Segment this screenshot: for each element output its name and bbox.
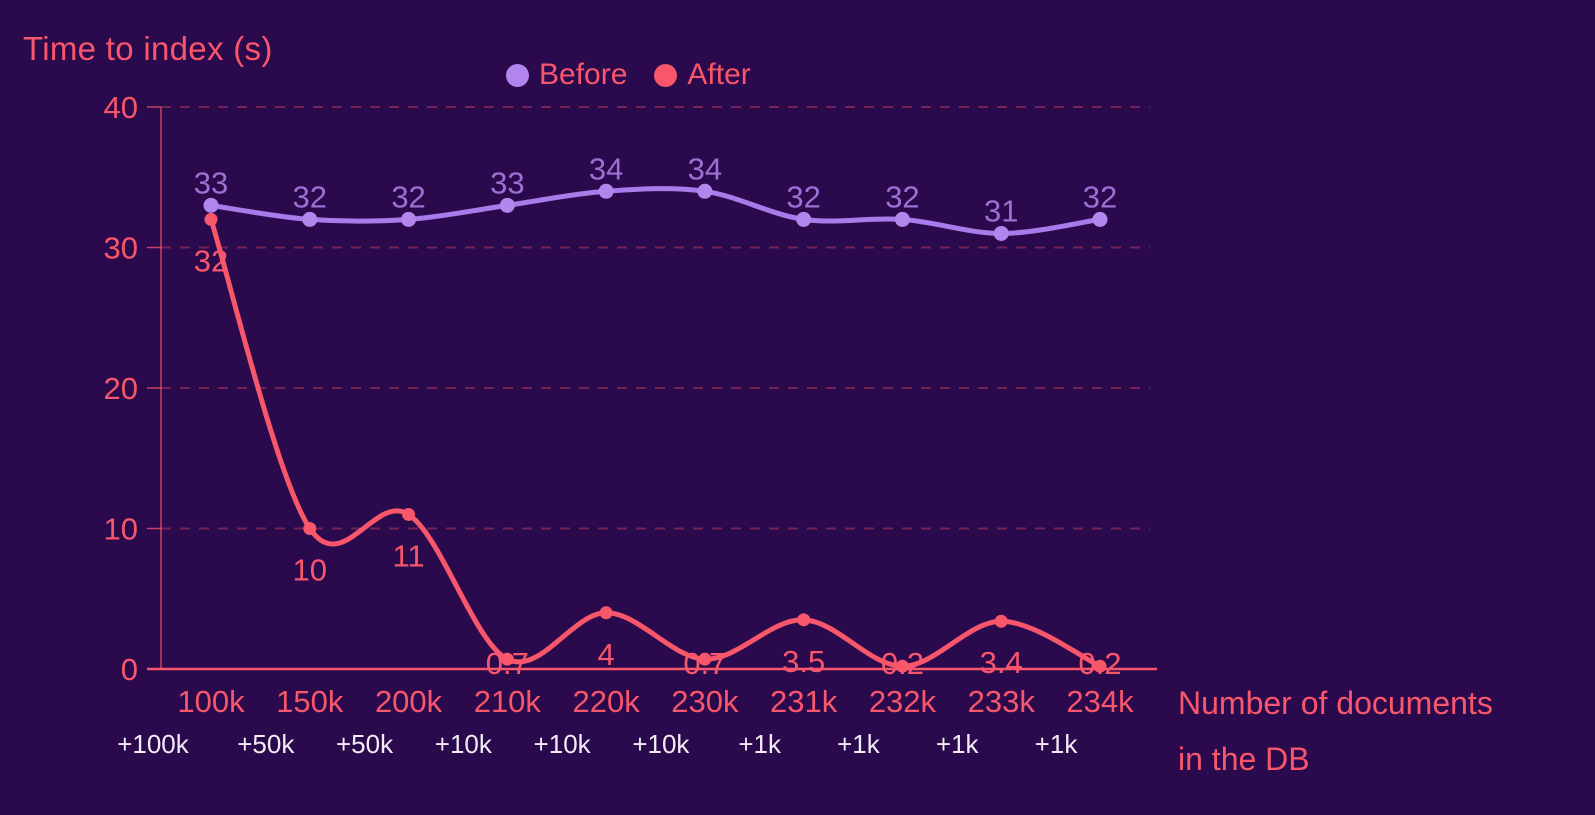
legend-dot-after-icon [654, 63, 678, 87]
data-label-after: 0.2 [881, 646, 924, 681]
data-point-before [302, 211, 318, 227]
data-label-after: 0.7 [486, 646, 529, 681]
data-point-before [598, 183, 614, 199]
data-point-after [204, 212, 218, 226]
data-label-before: 32 [786, 179, 820, 214]
data-point-before [796, 211, 812, 227]
data-point-after [797, 613, 811, 627]
data-label-after: 0.7 [683, 646, 726, 681]
series-line-after [208, 216, 1103, 669]
data-point-after [895, 659, 909, 673]
data-point-before [894, 211, 910, 227]
data-label-before: 32 [885, 179, 919, 214]
y-tick-label: 30 [104, 231, 138, 266]
y-tick-label: 40 [104, 90, 138, 125]
y-tick-label: 20 [104, 371, 138, 406]
x-increment-label: +1k [837, 729, 881, 759]
data-label-after: 32 [194, 243, 228, 278]
y-tick-label: 0 [121, 652, 138, 687]
data-point-before [203, 197, 219, 213]
data-label-before: 34 [688, 151, 722, 186]
chart-title: Time to index (s) [23, 30, 273, 67]
data-label-after: 0.2 [1078, 646, 1121, 681]
x-tick-label: 233k [968, 684, 1036, 719]
y-tick-label: 10 [104, 512, 138, 547]
data-point-before [401, 211, 417, 227]
legend-dot-before-icon [506, 63, 529, 87]
x-tick-label: 232k [869, 684, 937, 719]
data-point-after [994, 614, 1008, 628]
data-point-before [1092, 211, 1108, 227]
data-label-before: 34 [589, 151, 623, 186]
data-label-before: 33 [490, 165, 524, 200]
data-point-after [500, 652, 514, 666]
data-label-before: 32 [1083, 179, 1117, 214]
data-label-before: 32 [293, 179, 327, 214]
data-label-after: 4 [597, 637, 614, 672]
x-axis-title: Number of documents [1178, 685, 1493, 721]
x-tick-label: 230k [671, 684, 739, 719]
data-point-after [402, 507, 416, 521]
x-tick-label: 234k [1066, 684, 1134, 719]
data-point-after [599, 606, 613, 620]
data-point-before [993, 225, 1009, 241]
x-tick-label: 150k [276, 684, 344, 719]
x-increment-label: +10k [534, 729, 592, 759]
data-point-before [697, 183, 713, 199]
legend-item-before: Before [506, 58, 627, 92]
data-label-before: 33 [194, 165, 228, 200]
data-label-after: 3.4 [980, 645, 1023, 680]
x-tick-label: 100k [177, 684, 245, 719]
x-increment-label: +10k [435, 729, 493, 759]
data-point-after [698, 652, 712, 666]
x-increment-label: +50k [237, 729, 295, 759]
data-point-after [1093, 659, 1107, 673]
data-point-after [303, 522, 317, 535]
x-increment-label: +100k [117, 729, 190, 759]
legend-item-after: After [654, 58, 751, 92]
x-tick-label: 220k [572, 684, 640, 719]
data-label-before: 31 [984, 193, 1018, 228]
x-increment-label: +50k [336, 729, 394, 759]
x-tick-label: 200k [375, 684, 443, 719]
data-label-after: 11 [392, 538, 424, 573]
legend: Before After [506, 57, 751, 93]
data-label-after: 10 [293, 553, 327, 588]
x-tick-label: 210k [474, 684, 542, 719]
x-axis-title: in the DB [1178, 741, 1310, 777]
data-label-before: 32 [391, 179, 425, 214]
x-increment-label: +10k [632, 729, 690, 759]
x-tick-label: 231k [770, 684, 838, 719]
x-increment-label: +1k [936, 729, 980, 759]
x-increment-label: +1k [1035, 729, 1079, 759]
data-point-before [499, 197, 515, 213]
legend-label-after: After [687, 58, 751, 91]
x-increment-label: +1k [738, 729, 782, 759]
data-label-after: 3.5 [782, 644, 825, 679]
series-line-before [208, 186, 1103, 236]
legend-label-before: Before [539, 58, 628, 91]
